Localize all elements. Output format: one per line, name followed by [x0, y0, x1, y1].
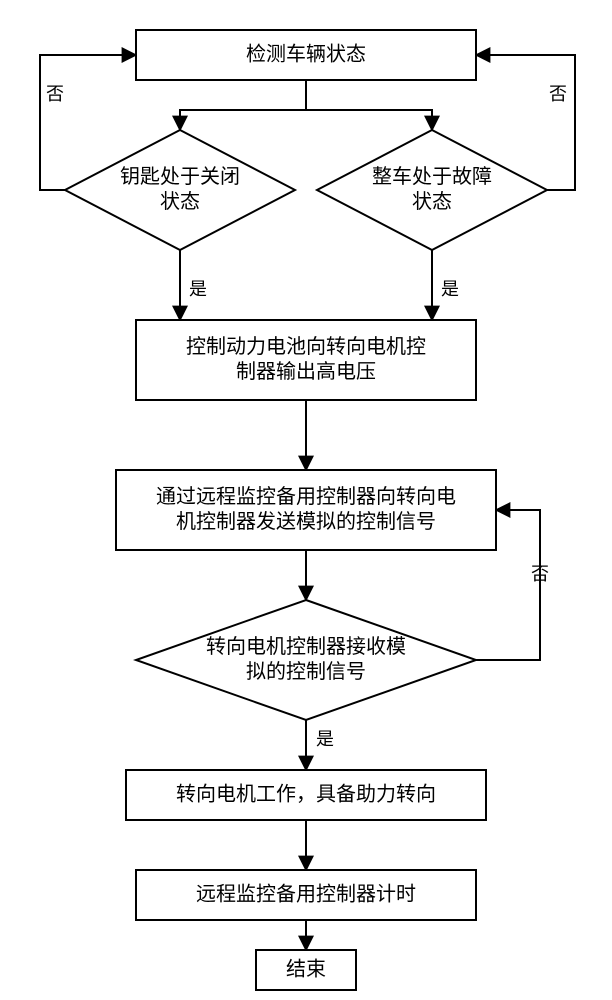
node-n9: 结束	[256, 950, 356, 990]
edge-label: 是	[189, 279, 207, 299]
flow-edge	[306, 110, 432, 130]
node-text: 通过远程监控备用控制器向转向电	[156, 485, 456, 508]
node-n5: 通过远程监控备用控制器向转向电机控制器发送模拟的控制信号	[116, 470, 496, 550]
node-text: 整车处于故障	[372, 165, 492, 188]
node-n7: 转向电机工作，具备助力转向	[126, 770, 486, 820]
node-text: 机控制器发送模拟的控制信号	[176, 510, 436, 533]
edge-label: 是	[441, 279, 459, 299]
node-n2: 钥匙处于关闭状态	[65, 130, 295, 250]
edge-label: 否	[549, 84, 567, 104]
flowchart: 是是否否是否检测车辆状态钥匙处于关闭状态整车处于故障状态控制动力电池向转向电机控…	[0, 0, 612, 1000]
node-text: 状态	[160, 190, 200, 213]
node-text: 远程监控备用控制器计时	[196, 883, 416, 906]
node-text: 检测车辆状态	[246, 43, 366, 66]
node-n8: 远程监控备用控制器计时	[136, 870, 476, 920]
node-text: 转向电机控制器接收模	[206, 635, 406, 658]
node-n3: 整车处于故障状态	[317, 130, 547, 250]
edge-label: 否	[531, 564, 549, 584]
node-text: 结束	[286, 958, 326, 981]
edge-label: 是	[316, 729, 334, 749]
node-text: 状态	[412, 190, 452, 213]
node-n1: 检测车辆状态	[136, 30, 476, 80]
node-text: 制器输出高电压	[236, 360, 376, 383]
node-text: 转向电机工作，具备助力转向	[176, 783, 436, 806]
node-n4: 控制动力电池向转向电机控制器输出高电压	[136, 320, 476, 400]
node-text: 钥匙处于关闭	[120, 165, 240, 188]
flow-edge	[180, 80, 306, 130]
edge-label: 否	[46, 84, 64, 104]
node-n6: 转向电机控制器接收模拟的控制信号	[136, 600, 476, 720]
node-text: 控制动力电池向转向电机控	[186, 335, 426, 358]
node-text: 拟的控制信号	[246, 660, 366, 683]
